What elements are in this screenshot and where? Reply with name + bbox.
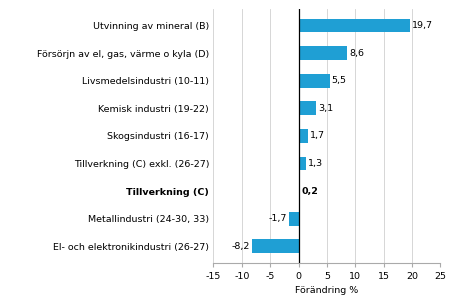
Text: 0,2: 0,2 (301, 187, 318, 196)
Bar (252, 239, 299, 253)
Text: -8,2: -8,2 (232, 242, 250, 251)
Text: 19,7: 19,7 (412, 21, 433, 30)
Text: 5,5: 5,5 (331, 76, 346, 85)
Bar (299, 101, 316, 115)
Text: 3,1: 3,1 (318, 104, 333, 113)
Bar (299, 156, 306, 170)
Bar (299, 19, 410, 33)
Bar (299, 46, 347, 60)
Text: 1,3: 1,3 (308, 159, 323, 168)
Bar (299, 129, 308, 143)
Text: 8,6: 8,6 (349, 49, 364, 58)
Bar (299, 74, 330, 88)
Text: -1,7: -1,7 (269, 214, 287, 223)
Bar (299, 184, 300, 198)
X-axis label: Förändring %: Förändring % (295, 286, 359, 295)
Text: 1,7: 1,7 (310, 131, 325, 140)
Bar (289, 212, 299, 226)
